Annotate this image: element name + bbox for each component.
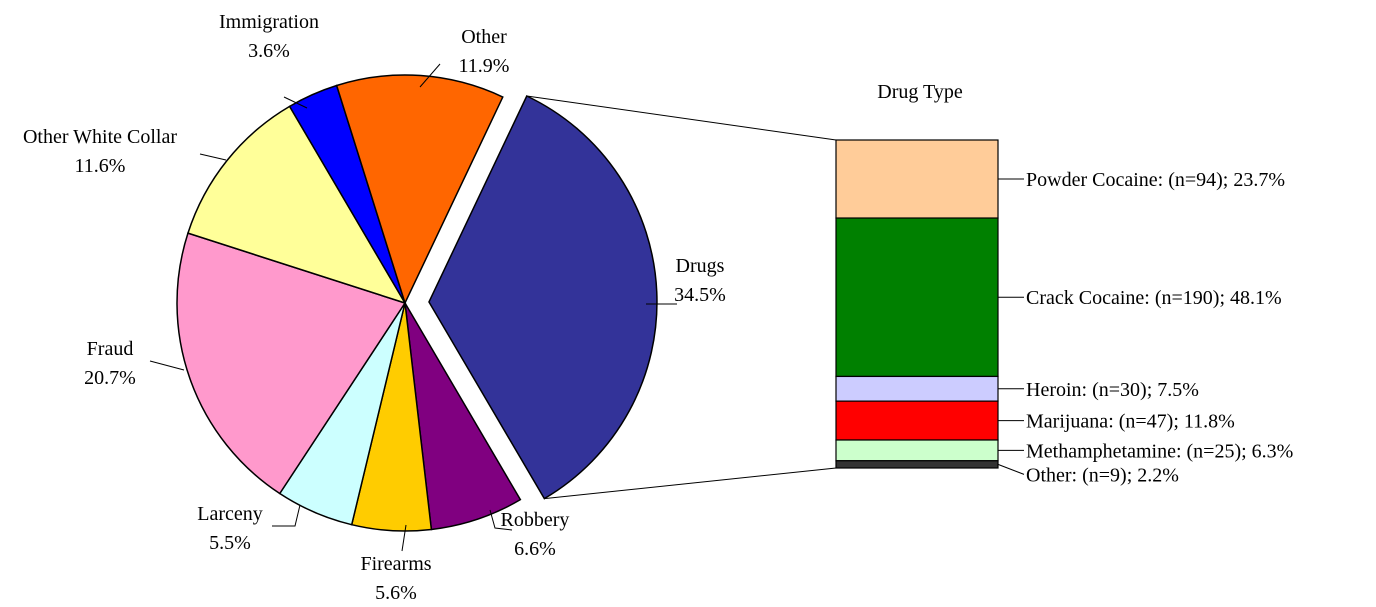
pie-slice-other	[335, 74, 504, 306]
pie-label-pct-robbery: 6.6%	[514, 538, 556, 560]
bar-label-methamphetamine: Methamphetamine: (n=25); 6.3%	[1026, 440, 1293, 462]
leader-line-other	[419, 63, 441, 88]
pie-label-pct-larceny: 5.5%	[209, 532, 251, 554]
pie-label-pct-other: 11.9%	[459, 55, 510, 77]
leader-line-fraud	[149, 360, 185, 371]
bar-label-heroin: Heroin: (n=30); 7.5%	[1026, 379, 1199, 401]
leader-line-robbery	[489, 509, 513, 531]
connector-bottom	[544, 467, 837, 500]
pie-slice-drugs	[428, 94, 658, 500]
pie-label-name-robbery: Robbery	[501, 509, 570, 531]
pie-label-name-drugs: Drugs	[676, 255, 725, 277]
bar-label-marijuana: Marijuana: (n=47); 11.8%	[1026, 411, 1235, 433]
bar-segment-powder-cocaine	[835, 139, 999, 219]
bar-label-powder-cocaine: Powder Cocaine: (n=94); 23.7%	[1026, 169, 1285, 191]
pie-label-pct-other-white-collar: 11.6%	[75, 155, 126, 177]
pie-slice-fraud	[176, 232, 407, 495]
connector-top	[526, 95, 837, 141]
pie-label-pct-firearms: 5.6%	[375, 582, 417, 604]
bar-leader-other	[997, 463, 1025, 475]
pie-label-pct-fraud: 20.7%	[84, 367, 136, 389]
leader-line-other-white-collar	[199, 153, 227, 161]
bar-label-crack-cocaine: Crack Cocaine: (n=190); 48.1%	[1026, 287, 1282, 309]
bar-segment-other	[835, 460, 999, 469]
pie-label-name-other: Other	[461, 26, 507, 48]
pie-label-pct-immigration: 3.6%	[248, 40, 290, 62]
pie-label-name-larceny: Larceny	[197, 503, 263, 525]
pie-label-name-firearms: Firearms	[360, 553, 431, 575]
bar-title: Drug Type	[877, 81, 963, 103]
pie-label-name-fraud: Fraud	[87, 338, 134, 360]
bar-segment-heroin	[835, 375, 999, 402]
bar-segment-crack-cocaine	[835, 217, 999, 378]
leader-line-larceny	[272, 504, 301, 527]
explode-connector-lines	[526, 95, 837, 500]
pie-label-name-other-white-collar: Other White Collar	[23, 126, 177, 148]
pie-slice-other-white-collar	[187, 105, 407, 305]
leader-line-immigration	[283, 96, 308, 109]
pie-label-pct-drugs: 34.5%	[674, 284, 726, 306]
bar-segment-methamphetamine	[835, 439, 999, 462]
bar-segment-marijuana	[835, 400, 999, 441]
pie-label-name-immigration: Immigration	[219, 11, 319, 33]
pie-chart: Drugs 34.5% Robbery 6.6% Firearms 5.6% Larceny…	[23, 11, 726, 604]
drug-type-stacked-bar: Drug Type Powder Cocaine: (n=94); 23.7% C…	[835, 81, 1293, 486]
bar-label-other: Other: (n=9); 2.2%	[1026, 464, 1179, 486]
leader-line-firearms	[401, 524, 407, 552]
